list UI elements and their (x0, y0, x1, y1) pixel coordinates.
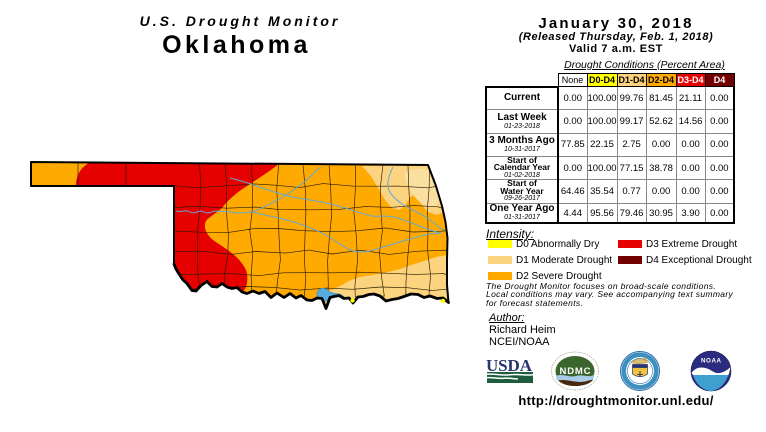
svg-text:NOAA: NOAA (701, 358, 722, 365)
svg-text:NDMC: NDMC (560, 366, 591, 377)
svg-text:USDA: USDA (486, 356, 533, 375)
